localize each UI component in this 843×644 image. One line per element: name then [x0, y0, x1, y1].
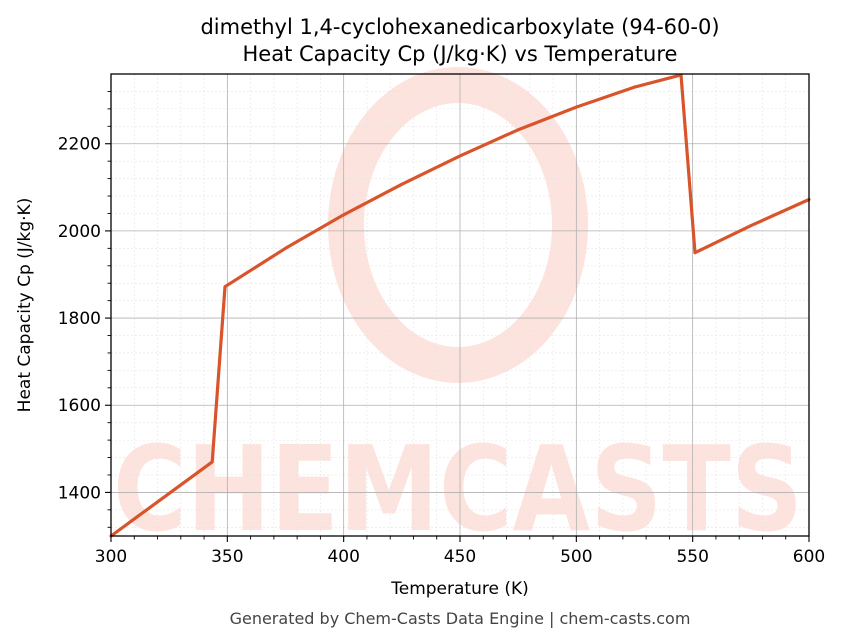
chart-title-line2: Heat Capacity Cp (J/kg·K) vs Temperature: [243, 42, 678, 66]
y-tick-label: 2000: [58, 222, 101, 242]
footer-credit: Generated by Chem-Casts Data Engine | ch…: [230, 609, 691, 628]
x-tick-label: 500: [560, 547, 592, 567]
x-tick-label: 300: [95, 547, 127, 567]
x-tick-label: 600: [793, 547, 825, 567]
heat-capacity-series-line: [109, 73, 811, 538]
x-tick-label: 350: [211, 547, 243, 567]
x-axis-label: Temperature (K): [390, 579, 529, 599]
y-axis-label: Heat Capacity Cp (J/kg·K): [15, 198, 35, 413]
y-tick-label: 2200: [58, 135, 101, 155]
chart-title-line1: dimethyl 1,4-cyclohexanedicarboxylate (9…: [200, 15, 719, 39]
x-tick-label: 400: [327, 547, 359, 567]
x-tick-label: 550: [676, 547, 708, 567]
watermark-logo-ring: [328, 67, 588, 383]
tick-labels: 300 350 400 450 500 550 600 1400 1600 1800 2000 220…: [58, 135, 825, 567]
axis-ticks: [105, 90, 810, 542]
y-tick-label: 1600: [58, 396, 101, 416]
chemcasts-watermark: CHEMCASTS: [113, 67, 803, 558]
series-layer: [109, 73, 811, 538]
y-tick-label: 1400: [58, 483, 101, 503]
watermark-text: CHEMCASTS: [113, 420, 803, 558]
x-tick-label: 450: [444, 547, 476, 567]
y-tick-label: 1800: [58, 309, 101, 329]
